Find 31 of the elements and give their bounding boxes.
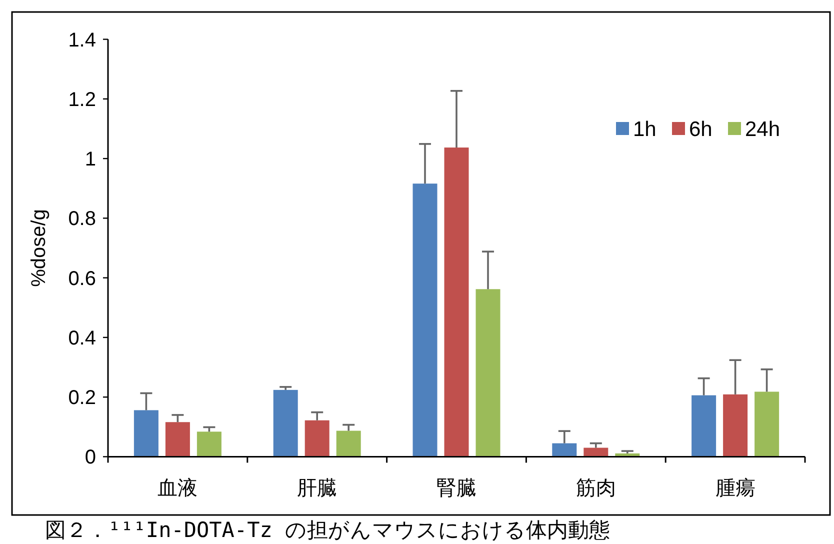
bar <box>754 392 780 457</box>
x-tick-label: 血液 <box>158 478 198 500</box>
y-tick-label: 0.2 <box>68 387 96 410</box>
bar <box>196 432 222 457</box>
x-tick-label: 腫瘍 <box>715 478 756 500</box>
bar <box>723 394 748 457</box>
y-tick-label: 0.4 <box>68 327 96 350</box>
bar <box>476 289 500 457</box>
bar <box>304 420 330 457</box>
y-tick-label: 1 <box>84 148 96 171</box>
y-tick-label: 0.6 <box>68 268 96 290</box>
bar <box>692 395 716 457</box>
bar <box>444 148 469 457</box>
y-axis-title: %dose/g <box>28 209 50 287</box>
y-tick-label: 1.4 <box>68 29 96 52</box>
y-tick-label: 1.2 <box>68 88 96 111</box>
y-tick-label: 0 <box>84 446 96 469</box>
bar <box>552 443 577 457</box>
x-tick-label: 肝臓 <box>297 478 338 500</box>
bar <box>412 184 438 457</box>
bar <box>165 422 190 457</box>
x-tick-label: 腎臓 <box>436 478 476 500</box>
x-tick-label: 筋肉 <box>576 478 616 500</box>
bar <box>134 410 158 457</box>
legend-label: 24h <box>745 118 780 141</box>
caption: 図２．¹¹¹In-DOTA-Tz の担がんマウスにおける体内動態 <box>45 518 610 542</box>
legend-label: 6h <box>689 118 712 141</box>
bar <box>273 390 298 457</box>
bar <box>336 430 361 457</box>
legend-label: 1h <box>633 118 656 141</box>
y-tick-label: 0.8 <box>68 208 96 230</box>
